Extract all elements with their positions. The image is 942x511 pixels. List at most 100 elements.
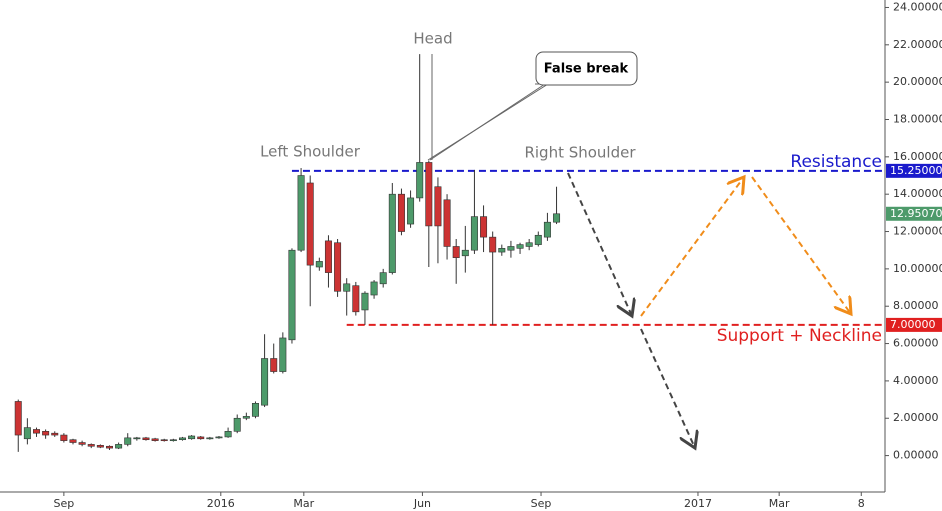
x-tick-label: Mar (769, 497, 790, 510)
candle-body (461, 249, 469, 257)
candle-body (534, 234, 542, 245)
y-tick-label: 4.00000 (893, 374, 939, 387)
candle-body (23, 427, 31, 440)
y-tick-label: 22.00000 (893, 38, 942, 51)
y-tick-label: 24.00000 (893, 0, 942, 13)
candle-body (443, 199, 451, 247)
price-tag-label: 12.95070 (890, 207, 942, 220)
y-tick-label: 12.00000 (893, 225, 942, 238)
callout-text: False break (544, 62, 629, 77)
candle-body (352, 285, 360, 313)
price-tag (886, 163, 942, 178)
candle-body (42, 431, 50, 436)
projection-arrows (567, 172, 851, 448)
price-tag-label: 7.00000 (890, 318, 936, 331)
candle-body (425, 162, 433, 227)
candle-body (14, 401, 22, 436)
y-tick-label: 8.00000 (893, 299, 939, 312)
candle-body (480, 216, 488, 238)
y-tick-label: 20.00000 (893, 75, 942, 88)
y-tick-label: 18.00000 (893, 112, 942, 125)
y-tick-label: 2.00000 (893, 411, 939, 424)
callout-box (535, 51, 638, 86)
candle-body (160, 439, 168, 442)
candle-body (270, 358, 278, 372)
level-name: Support + Neckline (717, 326, 882, 346)
x-tick-label: Mar (293, 497, 314, 510)
head-label: Head (413, 30, 452, 48)
candle-body (178, 437, 186, 441)
candle-body (115, 444, 123, 449)
candle-body (306, 182, 314, 266)
candle-body (324, 240, 332, 273)
candle-body (489, 236, 497, 253)
x-tick-label: 2016 (207, 497, 235, 510)
price-tag (886, 206, 942, 221)
candle-body (69, 439, 77, 443)
candle-body (197, 436, 205, 440)
y-tick-label: 6.00000 (893, 337, 939, 350)
arrow (640, 177, 744, 317)
candle-body (407, 197, 415, 225)
candle-body (452, 246, 460, 258)
candle-body (105, 445, 113, 449)
candle-body (288, 249, 296, 341)
candle-body (224, 431, 232, 438)
candle-body (370, 281, 378, 296)
candle-body (279, 337, 287, 372)
candle-body (242, 416, 250, 419)
level-name: Resistance (790, 152, 882, 172)
right-shoulder-label: Right Shoulder (524, 144, 636, 162)
candle-body (215, 436, 223, 439)
y-tick-label: 0.00000 (893, 449, 939, 462)
candle-body (33, 429, 40, 434)
candle-body (343, 283, 351, 292)
arrow (567, 172, 632, 316)
candle-body (516, 244, 524, 249)
y-tick-label: 16.00000 (893, 150, 942, 163)
x-tick-label: Sep (53, 497, 74, 510)
candle-body (315, 261, 323, 268)
arrow (640, 328, 695, 448)
candle-body (553, 213, 561, 223)
candle-body (87, 444, 95, 447)
candle-body (543, 221, 551, 238)
left-shoulder-label: Left Shoulder (260, 143, 361, 161)
x-tick-label: Sep (531, 497, 552, 510)
candle-body (334, 242, 342, 292)
candle-body (169, 439, 177, 442)
candle-body (188, 435, 196, 440)
y-tick-label: 14.00000 (893, 187, 942, 200)
candle-body (51, 432, 59, 436)
x-tick-label: Jun (413, 497, 431, 510)
candle-body (142, 437, 150, 441)
x-tick-label: 8 (858, 497, 865, 510)
candle-body (379, 272, 387, 285)
candle-body (498, 248, 506, 253)
candle-body (434, 186, 442, 227)
candle-body (261, 358, 269, 406)
candle-body (361, 292, 369, 311)
candle-body (151, 438, 159, 441)
candle-body (416, 162, 424, 199)
callout-line (429, 83, 546, 161)
candle-body (525, 242, 533, 247)
candle-body (96, 445, 104, 448)
price-tag-label: 15.25000 (890, 164, 942, 177)
candle-body (206, 437, 214, 440)
arrow (751, 176, 851, 314)
candle-body (60, 434, 68, 441)
candle-body (388, 193, 396, 273)
x-tick-label: 2017 (684, 497, 712, 510)
candle-body (251, 403, 259, 417)
candle-body (78, 442, 86, 445)
candle-body (470, 216, 478, 251)
price-tag (886, 317, 942, 332)
y-tick-label: 10.00000 (893, 262, 942, 275)
candle-body (124, 437, 132, 445)
candle-body (507, 246, 515, 251)
candle-body (133, 437, 141, 440)
candle-body (233, 417, 241, 432)
candle-body (397, 193, 405, 232)
